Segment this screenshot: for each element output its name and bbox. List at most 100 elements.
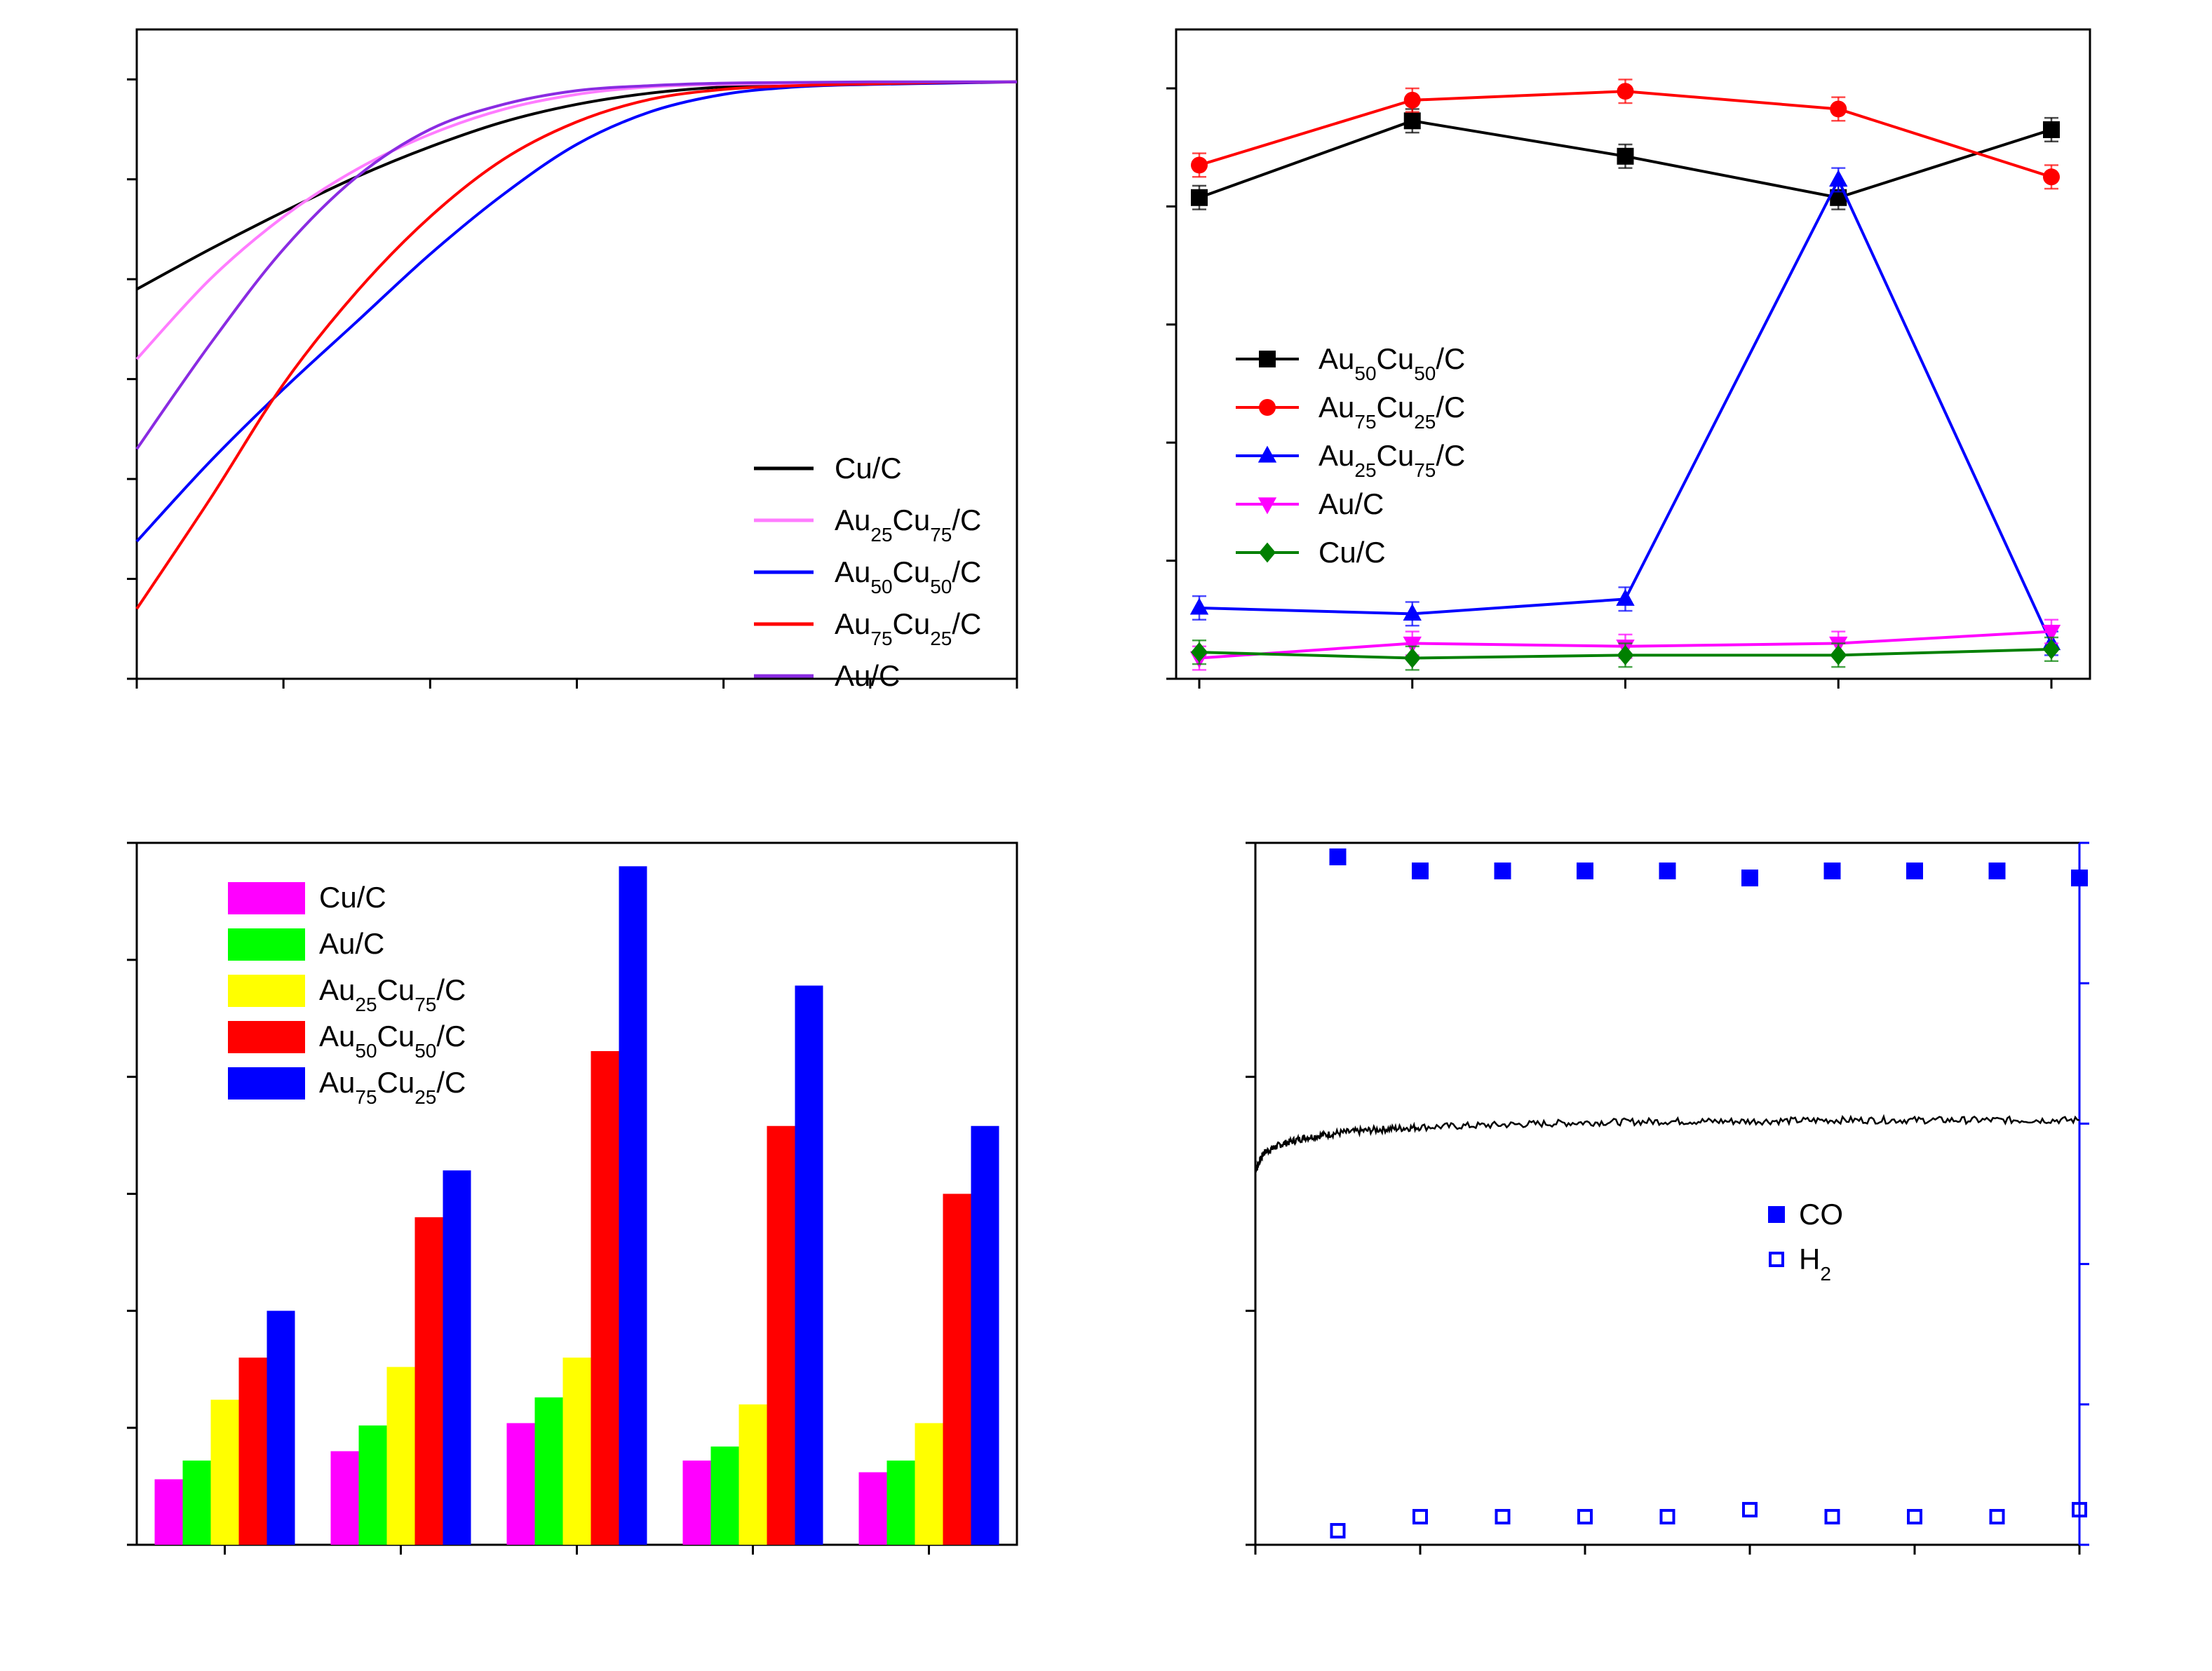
fe-point-co: [1741, 870, 1758, 887]
data-point: [1617, 147, 1634, 165]
bar-au50cu50c: [591, 1050, 619, 1545]
fe-point-co: [1906, 862, 1923, 880]
data-point: [1617, 644, 1634, 665]
data-point: [2043, 168, 2060, 186]
legend-marker: [1257, 445, 1277, 463]
data-point: [2043, 639, 2060, 660]
bar-au50cu50c: [767, 1125, 795, 1545]
bar-au75cu25c: [971, 1125, 999, 1545]
data-point: [1191, 642, 1208, 663]
fe-point-h2: [2072, 1501, 2087, 1517]
bar-au25cu75c: [210, 1400, 239, 1545]
legend-label: Au75Cu25/C: [1319, 391, 1465, 433]
fe-point-co: [1577, 862, 1593, 880]
fe-point-h2: [1659, 1508, 1675, 1524]
data-point: [1616, 588, 1635, 606]
legend-swatch: [228, 1067, 305, 1100]
legend-label: Au50Cu50/C: [835, 555, 981, 597]
data-point: [1403, 603, 1422, 621]
legend-label: H2: [1799, 1243, 1831, 1285]
data-point: [1191, 156, 1208, 174]
plot-frame: [1175, 28, 2091, 680]
legend-label: Au/C: [835, 659, 900, 692]
data-point: [1403, 91, 1421, 109]
fe-point-h2: [1989, 1508, 2005, 1524]
fe-point-h2: [1495, 1508, 1511, 1524]
fe-point-h2: [1742, 1501, 1758, 1517]
fe-point-h2: [1824, 1508, 1840, 1524]
bar-cuc: [858, 1472, 887, 1545]
plot-frame: [1254, 841, 2081, 1546]
data-point: [1617, 83, 1634, 100]
bar-au50cu50c: [238, 1358, 267, 1545]
legend-label: Au25Cu75/C: [319, 973, 466, 1015]
panel-d: CO H2: [1246, 841, 2089, 1555]
bar-au25cu75c: [562, 1358, 591, 1545]
bar-au50cu50c: [414, 1217, 443, 1545]
fe-point-co: [1659, 862, 1676, 880]
bar-au75cu25c: [267, 1311, 295, 1545]
fe-point-co: [1494, 862, 1511, 880]
legend-label: Au75Cu25/C: [835, 607, 981, 649]
legend-marker: [1259, 542, 1276, 563]
data-point: [2042, 625, 2061, 642]
legend-label: CO: [1799, 1198, 1843, 1231]
legend-swatch: [228, 975, 305, 1007]
legend-marker: [1769, 1252, 1784, 1267]
bar-cuc: [506, 1423, 535, 1545]
data-point: [2043, 121, 2060, 138]
legend-marker: [1259, 351, 1276, 367]
legend-label: Au/C: [1319, 487, 1384, 520]
fe-point-h2: [1412, 1508, 1428, 1524]
data-point: [1189, 597, 1209, 615]
legend-label: Au25Cu75/C: [1319, 439, 1465, 481]
fe-point-co: [2071, 870, 2088, 887]
bar-auc: [710, 1446, 739, 1545]
fe-point-h2: [1907, 1508, 1922, 1524]
bar-auc: [358, 1425, 387, 1545]
fe-point-h2: [1577, 1508, 1593, 1524]
fe-point-co: [1988, 862, 2006, 880]
legend-label: Au50Cu50/C: [319, 1020, 466, 1062]
data-point: [1403, 112, 1421, 130]
panel-b: Au50Cu50/C Au75Cu25/C Au25Cu75/C Au/C Cu/C: [1166, 28, 2091, 689]
panel-a: Cu/C Au25Cu75/C Au50Cu50/C Au75Cu25/C Au/C: [127, 28, 1018, 692]
legend-marker: [1259, 399, 1276, 416]
bar-auc: [534, 1397, 563, 1545]
bar-cuc: [154, 1479, 183, 1545]
bar-au50cu50c: [943, 1193, 971, 1545]
legend-label: Au50Cu50/C: [1319, 342, 1465, 384]
legend-label: Cu/C: [835, 452, 902, 485]
legend-swatch: [228, 1021, 305, 1053]
data-point: [1830, 644, 1847, 665]
bar-au75cu25c: [619, 866, 647, 1545]
bar-cuc: [330, 1451, 359, 1545]
bar-au75cu25c: [443, 1170, 471, 1545]
legend-label: Au75Cu25/C: [319, 1066, 466, 1108]
current-density-trace: [1254, 1114, 2080, 1172]
bar-au25cu75c: [915, 1423, 943, 1545]
bar-au25cu75c: [739, 1404, 767, 1545]
legend-label: Cu/C: [1319, 536, 1386, 569]
data-point: [1829, 170, 1848, 187]
fe-point-co: [1329, 848, 1347, 866]
data-point: [1403, 648, 1421, 668]
series-line-au75cu25c: [135, 80, 1018, 610]
legend-marker: [1768, 1206, 1785, 1223]
legend-swatch: [228, 928, 305, 961]
bar-au25cu75c: [386, 1367, 415, 1545]
data-point: [1191, 189, 1208, 206]
legend-label: Au/C: [319, 927, 384, 960]
legend-label: Cu/C: [319, 881, 386, 914]
bar-au75cu25c: [795, 985, 823, 1545]
legend-swatch: [228, 882, 305, 914]
fe-point-co: [1412, 862, 1429, 880]
legend-marker: [1257, 497, 1277, 515]
bar-cuc: [682, 1460, 711, 1545]
series-line-auc: [135, 80, 1017, 450]
data-point: [1403, 636, 1422, 654]
legend-label: Au25Cu75/C: [835, 503, 981, 546]
fe-point-co: [1823, 862, 1841, 880]
